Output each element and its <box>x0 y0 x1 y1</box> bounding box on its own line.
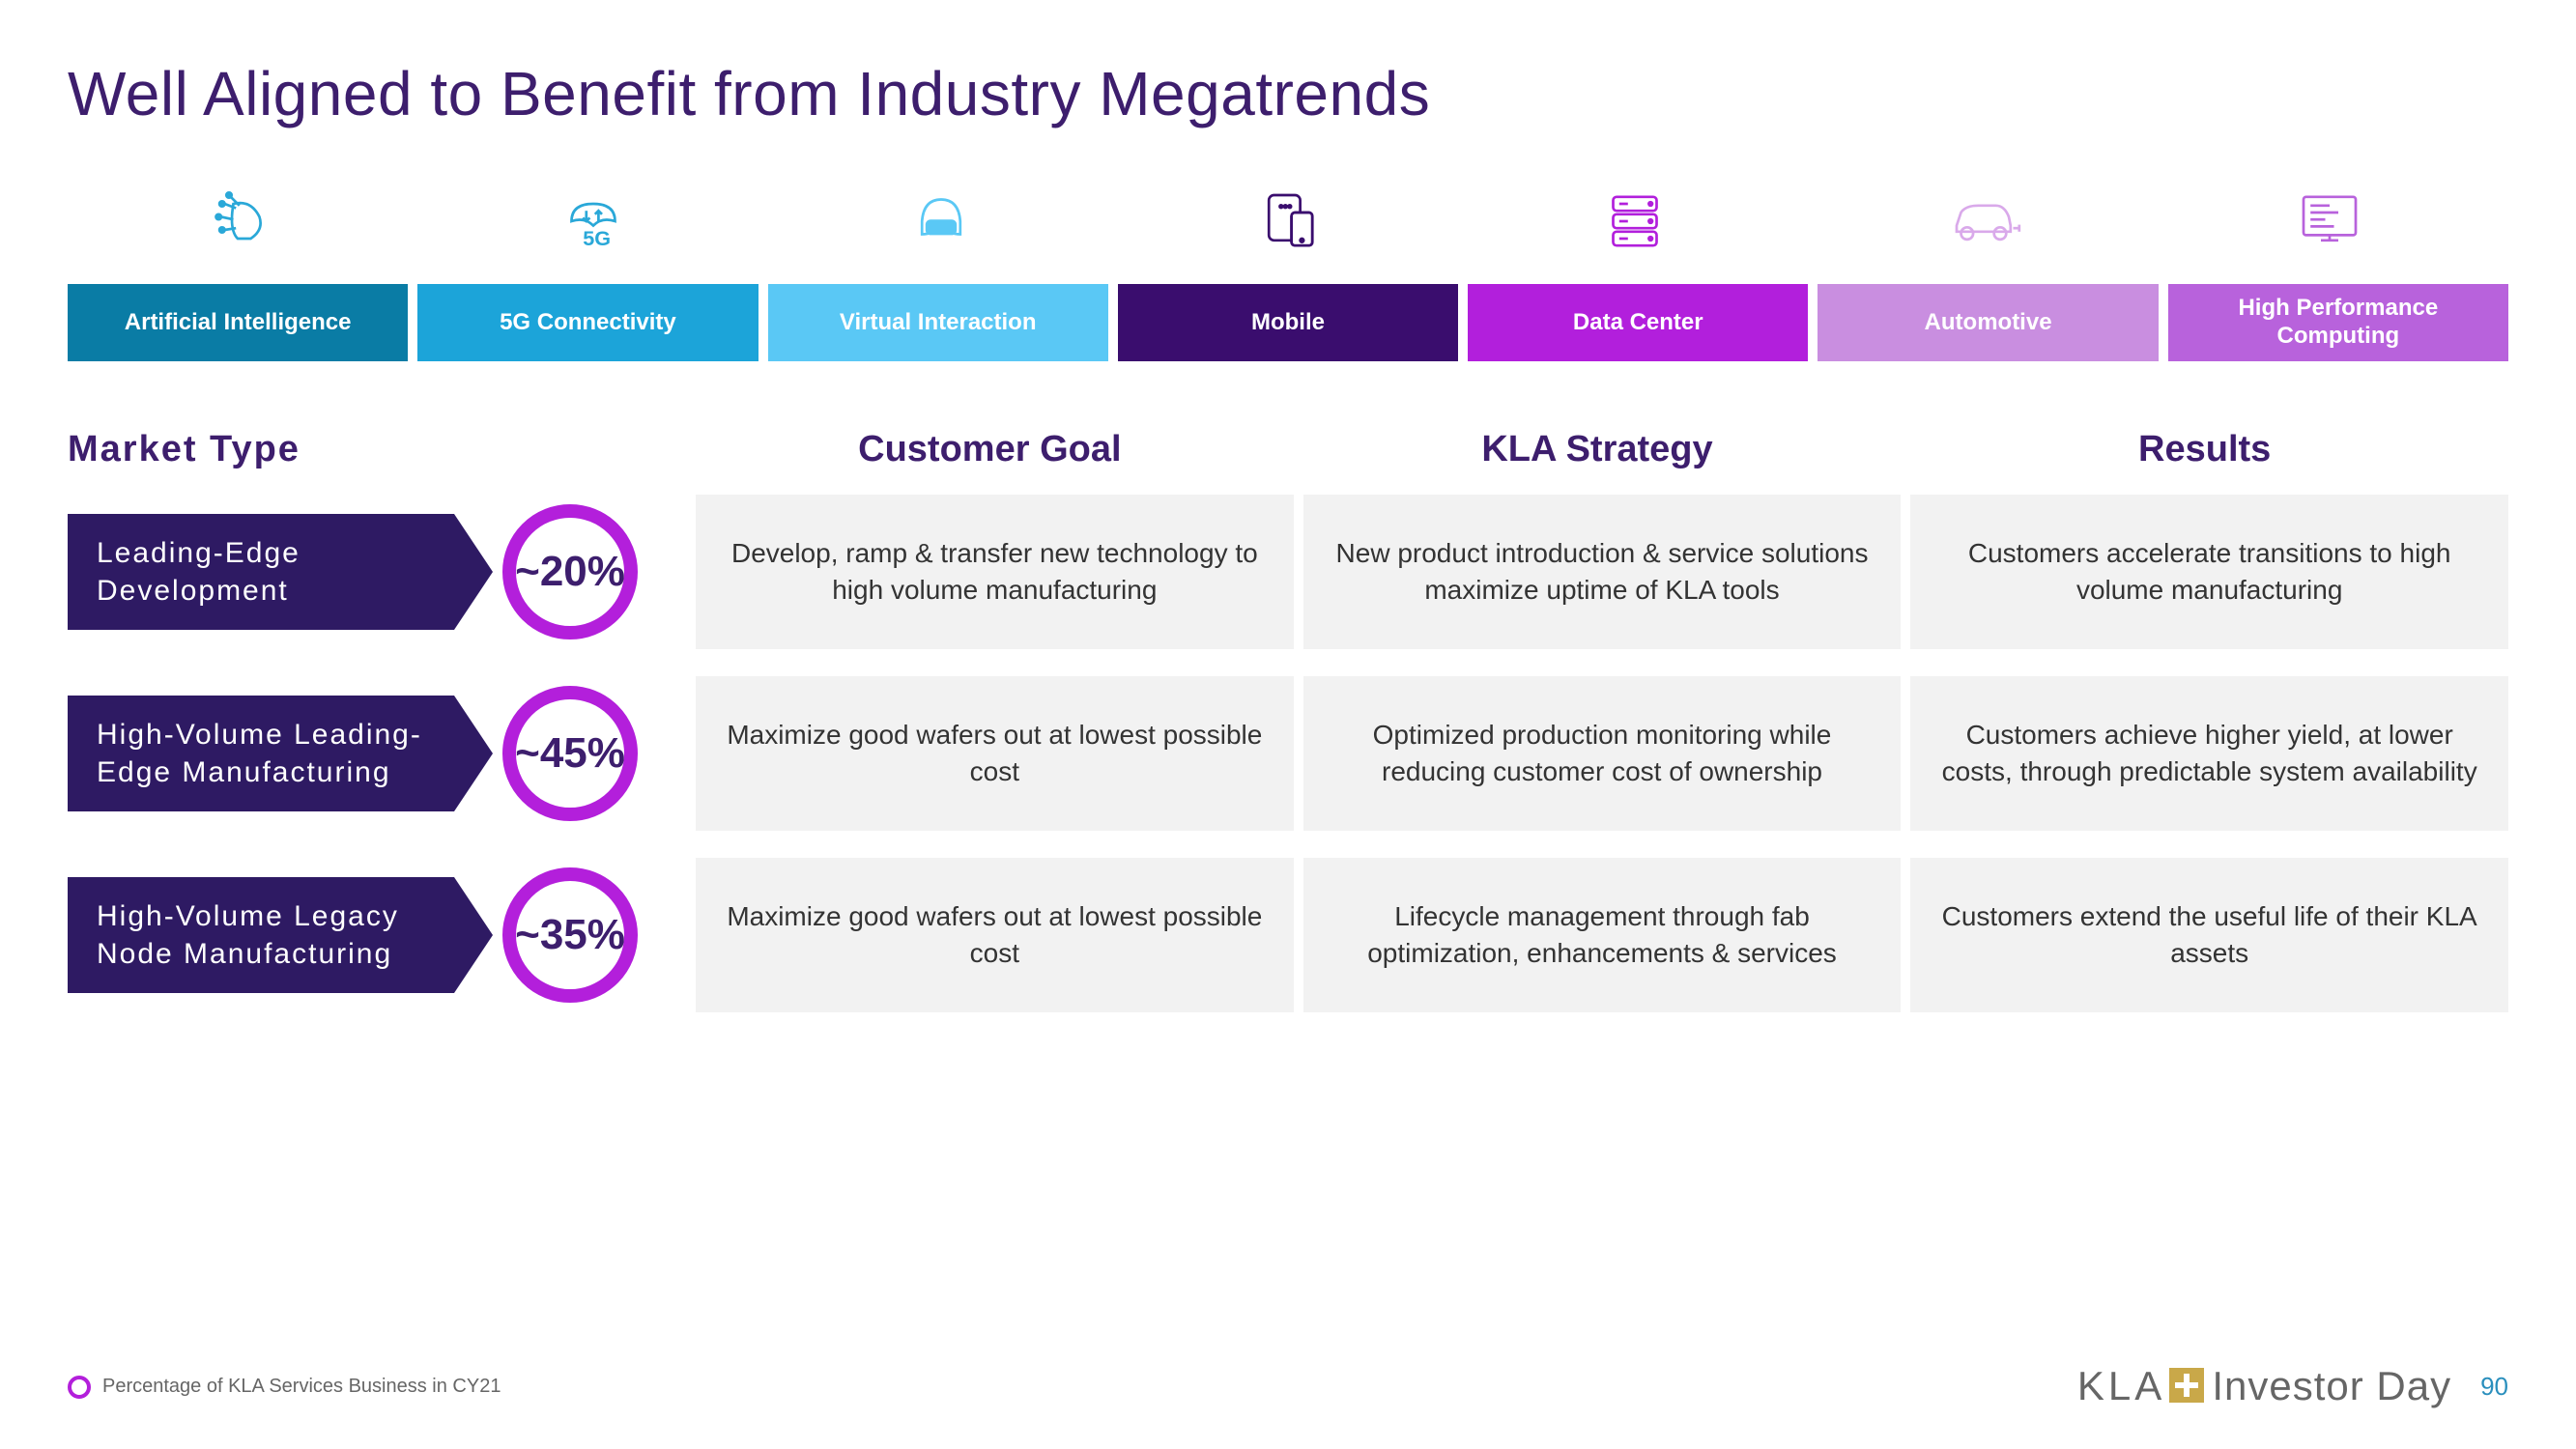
footer: Percentage of KLA Services Business in C… <box>68 1363 2508 1410</box>
percentage-circle: ~20% <box>502 504 638 639</box>
customer-goal-cell: Maximize good wafers out at lowest possi… <box>696 676 1294 831</box>
brand-block: KLAInvestor Day 90 <box>2077 1363 2508 1410</box>
customer-goal-cell: Develop, ramp & transfer new technology … <box>696 495 1294 649</box>
percentage-circle: ~45% <box>502 686 638 821</box>
trend-label-auto: Automotive <box>1818 284 2158 361</box>
market-type-arrow: Leading-Edge Development <box>68 514 454 630</box>
footnote-ring-icon <box>68 1376 91 1399</box>
header-results: Results <box>1901 429 2508 470</box>
ai-icon <box>77 168 415 274</box>
percentage-circle: ~35% <box>502 867 638 1003</box>
kla-strategy-cell: Lifecycle management through fab optimiz… <box>1303 858 1902 1012</box>
trend-label-ai: Artificial Intelligence <box>68 284 408 361</box>
datacenter-icon <box>1467 168 1804 274</box>
trend-icons-row: 5G <box>68 168 2508 274</box>
trend-label-5g: 5G Connectivity <box>417 284 758 361</box>
customer-goal-cell: Maximize good wafers out at lowest possi… <box>696 858 1294 1012</box>
brand-logo: KLAInvestor Day <box>2077 1363 2451 1410</box>
kla-strategy-cell: New product introduction & service solut… <box>1303 495 1902 649</box>
trend-label-dc: Data Center <box>1468 284 1808 361</box>
trend-label-hpc: High Performance Computing <box>2168 284 2508 361</box>
svg-text:5G: 5G <box>583 226 611 250</box>
market-row: High-Volume Leading-Edge Manufacturing ~… <box>68 676 2508 831</box>
market-type-arrow: High-Volume Leading-Edge Manufacturing <box>68 696 454 811</box>
results-cell: Customers accelerate transitions to high… <box>1910 495 2508 649</box>
header-market-type: Market Type <box>68 429 686 470</box>
footnote: Percentage of KLA Services Business in C… <box>68 1376 501 1399</box>
page-number: 90 <box>2480 1372 2508 1402</box>
hpc-icon <box>2161 168 2499 274</box>
kla-strategy-cell: Optimized production monitoring while re… <box>1303 676 1902 831</box>
footnote-text: Percentage of KLA Services Business in C… <box>102 1376 501 1398</box>
five-g-icon: 5G <box>424 168 761 274</box>
mobile-icon <box>1119 168 1456 274</box>
section-headers: Market Type Customer Goal KLA Strategy R… <box>68 429 2508 470</box>
market-rows: Leading-Edge Development ~20% Develop, r… <box>68 495 2508 1012</box>
results-cell: Customers achieve higher yield, at lower… <box>1910 676 2508 831</box>
market-type-arrow: High-Volume Legacy Node Manufacturing <box>68 877 454 993</box>
header-customer-goal: Customer Goal <box>686 429 1294 470</box>
trend-label-vr: Virtual Interaction <box>768 284 1108 361</box>
results-cell: Customers extend the useful life of thei… <box>1910 858 2508 1012</box>
market-row: High-Volume Legacy Node Manufacturing ~3… <box>68 858 2508 1012</box>
automotive-icon <box>1814 168 2151 274</box>
market-row: Leading-Edge Development ~20% Develop, r… <box>68 495 2508 649</box>
header-kla-strategy: KLA Strategy <box>1294 429 1902 470</box>
trend-label-mobile: Mobile <box>1118 284 1458 361</box>
trend-labels-row: Artificial Intelligence 5G Connectivity … <box>68 284 2508 361</box>
vr-icon <box>772 168 1109 274</box>
slide-title: Well Aligned to Benefit from Industry Me… <box>68 58 2508 129</box>
